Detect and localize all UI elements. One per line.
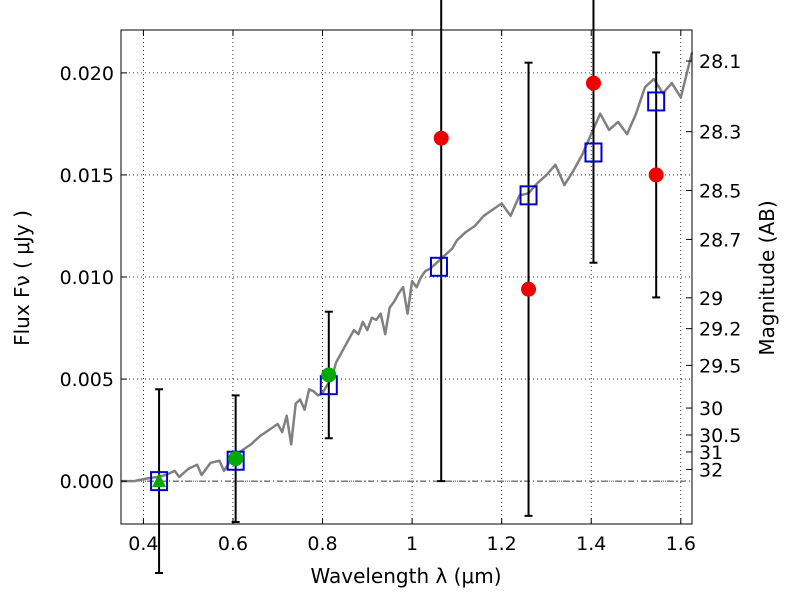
magnitude-tick-label: 29.5 — [699, 355, 741, 377]
y-tick-label: 0.020 — [60, 63, 114, 85]
magnitude-tick-label: 32 — [699, 459, 723, 481]
model-point — [429, 256, 448, 277]
magnitude-tick-label: 28.3 — [699, 122, 741, 144]
magnitude-tick-label: 28.1 — [699, 51, 741, 73]
data-point — [585, 75, 601, 91]
x-tick-label: 1.4 — [576, 533, 606, 555]
magnitude-tick-label: 30.5 — [699, 425, 741, 447]
ticks: 0.4 0.6 0.8 1 1.2 1.4 1.6 0.000 0.005 0.010 0.015 0… — [60, 30, 741, 555]
spectrum-line — [121, 52, 694, 483]
y-axis-label: Flux Fν ( μJy ) — [10, 210, 34, 346]
data-point — [433, 130, 449, 146]
x-tick-label: 1.2 — [487, 533, 517, 555]
data-point — [228, 451, 244, 467]
x-tick-label: 0.6 — [218, 533, 248, 555]
y-tick-label: 0.010 — [60, 267, 114, 289]
x-axis-label: Wavelength λ (μm) — [310, 564, 501, 588]
plot-area — [121, 0, 694, 574]
data-point-triangle — [152, 473, 167, 488]
x-tick-label: 0.8 — [307, 533, 337, 555]
y-tick-label: 0.005 — [60, 369, 114, 391]
x-tick-label: 1.6 — [666, 533, 696, 555]
y-tick-label: 0.000 — [60, 471, 114, 493]
magnitude-tick-label: 29 — [699, 288, 723, 310]
magnitude-tick-label: 29.2 — [699, 319, 741, 341]
model-point — [519, 185, 538, 206]
x-tick-label: 1 — [406, 533, 418, 555]
x-tick-label: 0.4 — [128, 533, 158, 555]
model-point — [584, 142, 603, 163]
magnitude-tick-label: 28.7 — [699, 229, 741, 251]
y-tick-label: 0.015 — [60, 165, 114, 187]
model-point — [647, 91, 666, 112]
plot-frame — [120, 29, 693, 525]
data-point — [521, 281, 537, 297]
magnitude-tick-label: 28.5 — [699, 180, 741, 202]
magnitude-tick-label: 31 — [699, 442, 723, 464]
data-point — [321, 367, 337, 383]
grid — [121, 30, 692, 524]
model-point — [150, 471, 169, 492]
data-point — [648, 167, 664, 183]
y-axis-right-label: Magnitude (AB) — [755, 200, 779, 355]
magnitude-tick-label: 30 — [699, 398, 723, 420]
